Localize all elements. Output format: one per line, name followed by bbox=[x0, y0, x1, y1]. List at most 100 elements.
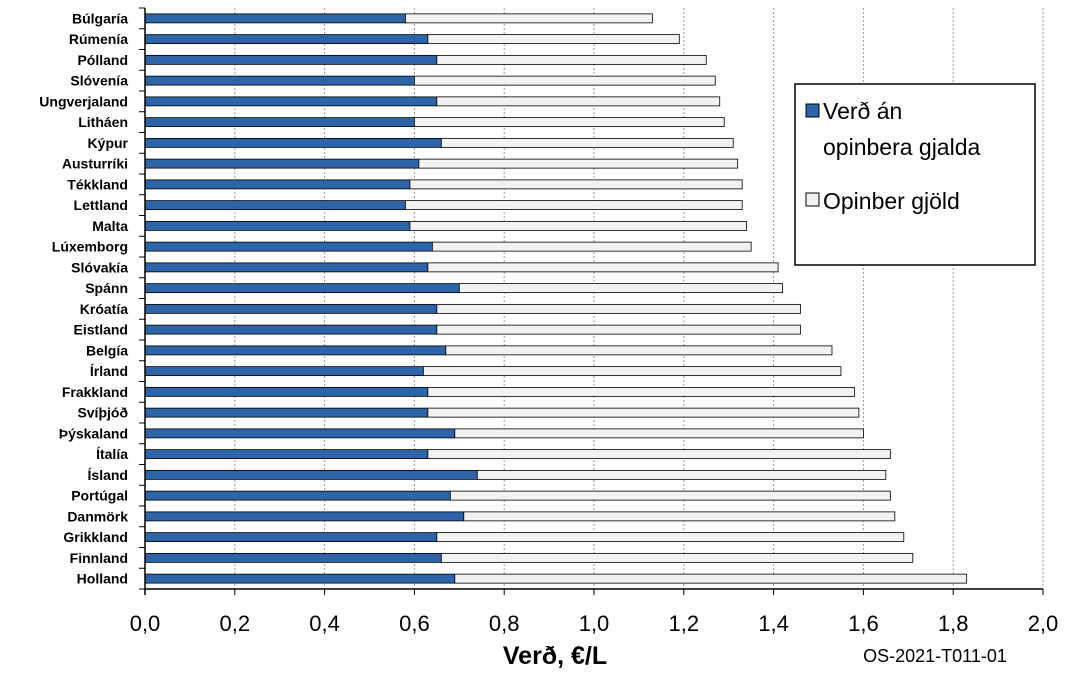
bar-segment-taxes bbox=[436, 54, 707, 65]
legend: Verð án opinbera gjalda Opinber gjöld bbox=[794, 83, 1036, 266]
category-label: Rúmenía bbox=[69, 31, 128, 47]
bar-segment-taxes bbox=[440, 137, 734, 148]
bar-segment-taxes bbox=[422, 366, 842, 377]
bar-segment-pre-tax bbox=[144, 469, 478, 480]
category-label: Grikkland bbox=[63, 529, 128, 545]
bar-segment-pre-tax bbox=[144, 428, 456, 439]
bar-segment-pre-tax bbox=[144, 54, 438, 65]
category-label: Lúxemborg bbox=[52, 239, 128, 255]
category-label: Svíþjóð bbox=[77, 405, 128, 421]
x-tick-label: 0,0 bbox=[130, 611, 161, 636]
x-tick-label: 1,8 bbox=[938, 611, 969, 636]
x-tick-label: 0,8 bbox=[489, 611, 520, 636]
source-code-label: OS-2021-T011-01 bbox=[863, 646, 1007, 666]
bar-segment-taxes bbox=[436, 96, 721, 107]
bar-segment-pre-tax bbox=[144, 137, 442, 148]
category-label: Frakkland bbox=[62, 384, 128, 400]
category-label: Eistland bbox=[74, 322, 128, 338]
category-label: Tékkland bbox=[67, 176, 128, 192]
category-label: Finnland bbox=[70, 550, 128, 566]
bar-segment-taxes bbox=[436, 532, 905, 543]
x-tick-label: 1,6 bbox=[848, 611, 879, 636]
category-label: Belgía bbox=[86, 342, 128, 358]
bar-segment-taxes bbox=[413, 117, 725, 128]
bar-segment-taxes bbox=[413, 75, 716, 86]
category-label: Pólland bbox=[77, 52, 128, 68]
axes bbox=[139, 7, 1044, 595]
bar-segment-pre-tax bbox=[144, 449, 429, 460]
bar-segment-pre-tax bbox=[144, 511, 465, 522]
bar-segment-taxes bbox=[427, 386, 855, 397]
bar-segment-pre-tax bbox=[144, 573, 456, 584]
bar-segment-pre-tax bbox=[144, 34, 429, 45]
bar-segment-pre-tax bbox=[144, 532, 438, 543]
category-label: Austurríki bbox=[62, 156, 128, 172]
category-label: Danmörk bbox=[67, 508, 128, 524]
x-tick-label: 0,2 bbox=[220, 611, 251, 636]
bar-segment-taxes bbox=[405, 13, 653, 24]
legend-swatch-taxes bbox=[805, 192, 820, 207]
legend-swatch-pre-tax bbox=[805, 103, 820, 118]
bar-segment-taxes bbox=[418, 158, 739, 169]
bar-segment-pre-tax bbox=[144, 366, 424, 377]
bar-segment-pre-tax bbox=[144, 407, 429, 418]
category-label: Búlgaría bbox=[72, 10, 128, 26]
category-label: Ungverjaland bbox=[39, 93, 128, 109]
category-label: Ítalía bbox=[96, 446, 128, 462]
bar-segment-pre-tax bbox=[144, 303, 438, 314]
bar-segment-taxes bbox=[458, 283, 783, 294]
x-tick-label: 1,2 bbox=[669, 611, 700, 636]
bar-segment-taxes bbox=[454, 428, 864, 439]
bar-segment-pre-tax bbox=[144, 200, 406, 211]
bar-segment-pre-tax bbox=[144, 262, 429, 273]
bar-segment-taxes bbox=[427, 407, 860, 418]
bar-segment-pre-tax bbox=[144, 13, 406, 24]
legend-label-taxes: Opinber gjöld bbox=[823, 188, 960, 214]
category-label: Holland bbox=[77, 571, 128, 587]
bar-segment-pre-tax bbox=[144, 345, 447, 356]
bar-segment-pre-tax bbox=[144, 158, 420, 169]
bar-segment-pre-tax bbox=[144, 96, 438, 107]
bar-segment-pre-tax bbox=[144, 117, 415, 128]
x-tick-label: 1,0 bbox=[579, 611, 610, 636]
bar-segment-taxes bbox=[409, 220, 748, 231]
bar-segment-taxes bbox=[409, 179, 743, 190]
legend-label-pre-tax-line1: Verð án bbox=[823, 98, 902, 124]
bars bbox=[144, 13, 968, 584]
bar-segment-taxes bbox=[427, 34, 680, 45]
bar-segment-pre-tax bbox=[144, 490, 451, 501]
bar-segment-pre-tax bbox=[144, 241, 433, 252]
category-label: Írland bbox=[90, 363, 128, 379]
category-label: Litháen bbox=[78, 114, 128, 130]
category-label: Spánn bbox=[85, 280, 128, 296]
bar-segment-taxes bbox=[454, 573, 968, 584]
bar-segment-pre-tax bbox=[144, 283, 460, 294]
bar-segment-pre-tax bbox=[144, 179, 411, 190]
tick-labels: 0,0 0,2 0,4 0,6 0,8 1,0 1,2 1,4 1,6 1,8 2,0 bbox=[130, 611, 1059, 636]
bar-segment-taxes bbox=[405, 200, 743, 211]
category-label: Portúgal bbox=[71, 488, 128, 504]
category-label: Malta bbox=[92, 218, 128, 234]
category-label: Kýpur bbox=[88, 135, 129, 151]
bar-segment-taxes bbox=[431, 241, 752, 252]
legend-label-pre-tax-line2: opinbera gjalda bbox=[823, 134, 981, 160]
x-tick-label: 0,6 bbox=[399, 611, 430, 636]
category-label: Slóvakía bbox=[71, 259, 128, 275]
category-label: Lettland bbox=[74, 197, 128, 213]
bar-segment-taxes bbox=[436, 303, 801, 314]
bar-segment-taxes bbox=[436, 324, 801, 335]
bar-segment-taxes bbox=[427, 262, 779, 273]
bar-segment-taxes bbox=[476, 469, 887, 480]
bar-segment-taxes bbox=[445, 345, 833, 356]
x-tick-label: 0,4 bbox=[309, 611, 340, 636]
bar-segment-taxes bbox=[463, 511, 896, 522]
category-label: Króatía bbox=[80, 301, 128, 317]
bar-segment-pre-tax bbox=[144, 386, 429, 397]
category-label: Þýskaland bbox=[59, 425, 128, 441]
bar-segment-pre-tax bbox=[144, 220, 411, 231]
x-tick-label: 2,0 bbox=[1028, 611, 1059, 636]
category-labels: Búlgaría Rúmenía Pólland Slóvenía Ungverjala… bbox=[39, 10, 128, 586]
x-axis-title: Verð, €/L bbox=[503, 642, 607, 670]
